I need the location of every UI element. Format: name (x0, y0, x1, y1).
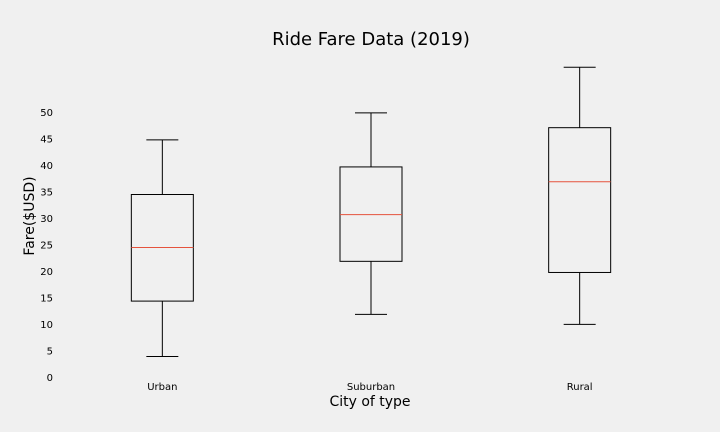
y-tick-label: 25 (40, 240, 53, 251)
y-tick-label: 30 (40, 214, 53, 225)
y-tick-label: 0 (47, 373, 53, 384)
box (339, 166, 403, 262)
y-tick-label: 45 (40, 134, 53, 145)
y-tick-label: 5 (47, 346, 53, 357)
x-tick-label: Suburban (347, 382, 395, 393)
y-tick-label: 35 (40, 187, 53, 198)
x-tick-label: Urban (147, 382, 177, 393)
x-axis-label: City of type (329, 394, 410, 410)
chart-title: Ride Fare Data (2019) (272, 29, 470, 50)
y-tick-label: 10 (40, 320, 53, 331)
y-tick-label: 50 (40, 108, 53, 119)
y-tick-label: 20 (40, 267, 53, 278)
y-tick-label: 40 (40, 161, 53, 172)
y-tick-label: 15 (40, 293, 53, 304)
x-tick-label: Rural (567, 382, 593, 393)
box (548, 127, 612, 273)
y-axis-label: Fare($USD) (22, 176, 38, 255)
